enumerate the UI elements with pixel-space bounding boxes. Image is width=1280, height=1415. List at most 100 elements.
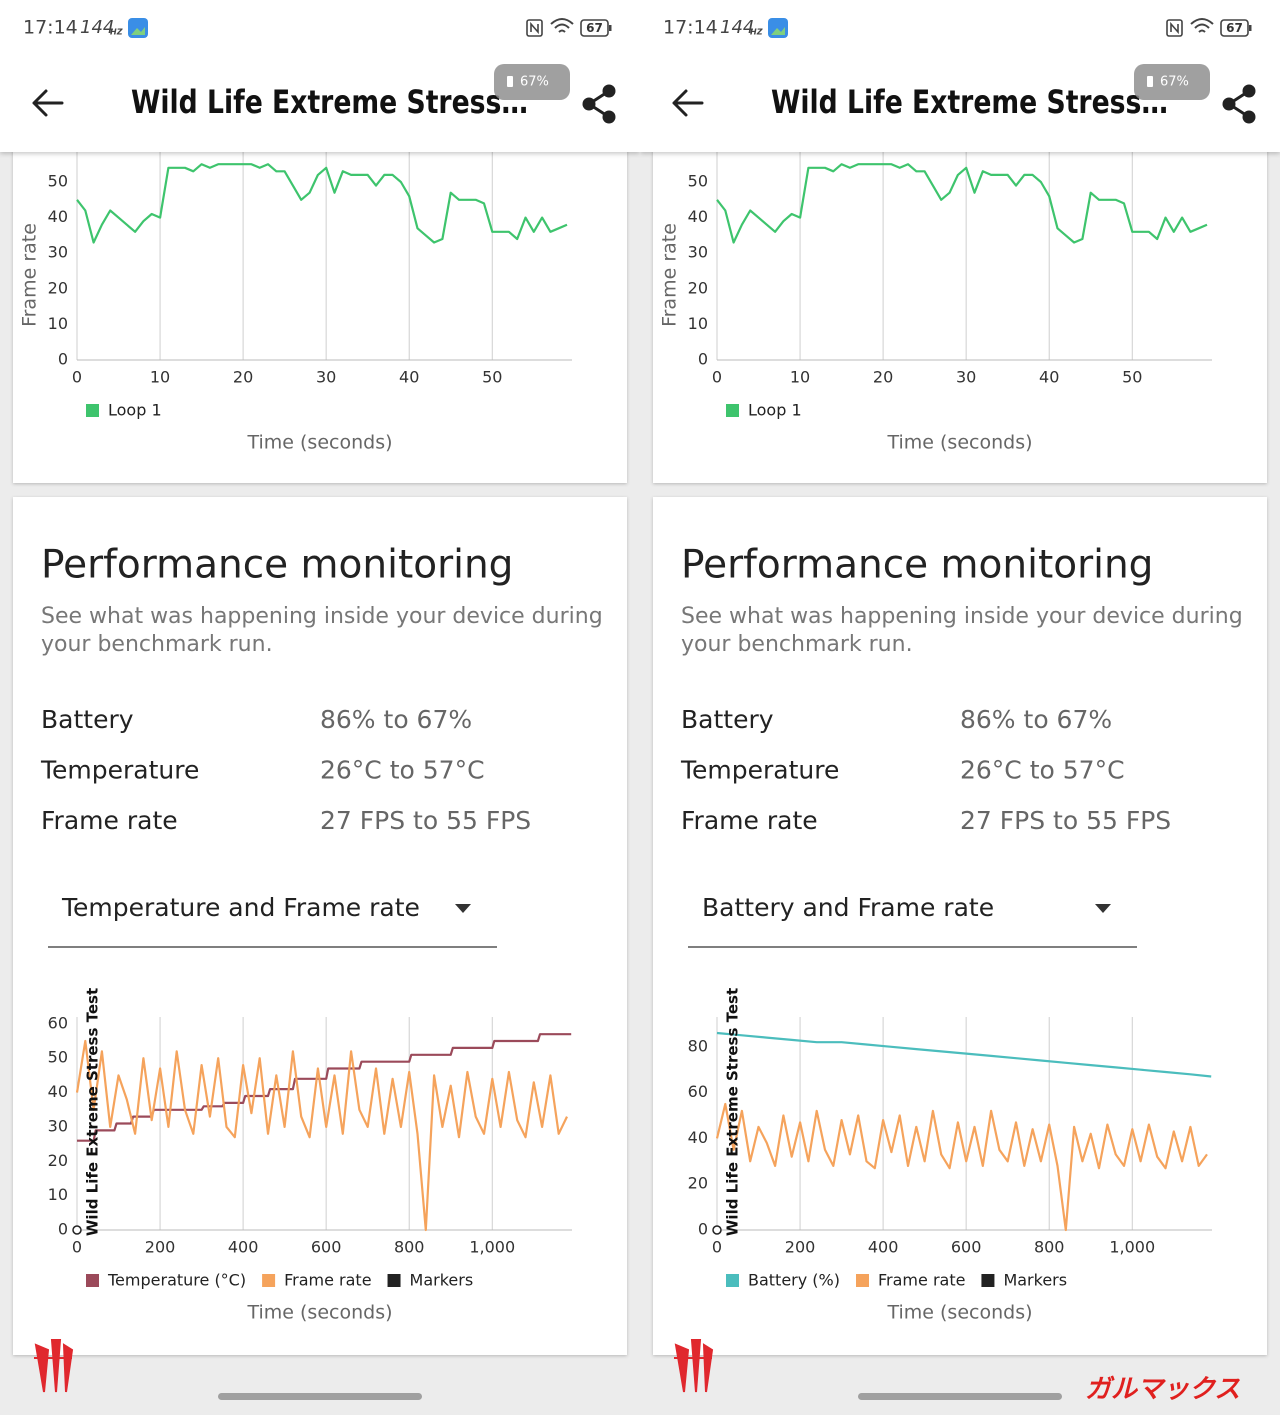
share-icon-dot: [1222, 97, 1236, 111]
legend-label: Frame rate: [878, 1271, 965, 1290]
card: [653, 130, 1267, 483]
refresh-unit: HZ: [110, 28, 123, 37]
card: [653, 497, 1267, 1355]
battery-level: 67: [586, 21, 603, 35]
toast: [1134, 64, 1210, 100]
y-tick-label: 30: [688, 243, 708, 262]
battery-level: 67: [1226, 21, 1243, 35]
stat-label: Temperature: [40, 756, 199, 785]
y-tick-label: 20: [688, 278, 708, 297]
series-line: [715, 1102, 1208, 1232]
back-button[interactable]: [32, 89, 64, 117]
legend-label: Markers: [410, 1271, 474, 1290]
y-tick-label: 0: [58, 350, 68, 369]
chart-dropdown[interactable]: Battery and Frame rate: [688, 893, 1137, 948]
stat-label: Battery: [41, 705, 134, 734]
battery-tip: [1249, 25, 1252, 31]
x-tick-label: 40: [399, 368, 419, 387]
stat-label: Frame rate: [681, 806, 818, 835]
toast: [494, 64, 570, 100]
legend-swatch: [262, 1274, 276, 1287]
stat-label: Temperature: [680, 756, 839, 785]
section-description: See what was happening inside your devic…: [41, 604, 603, 629]
series-line: [716, 1031, 1212, 1078]
battery-tip: [609, 25, 612, 31]
stat-value: 26°C to 57°C: [320, 756, 485, 785]
stat-label: Frame rate: [41, 806, 178, 835]
x-axis-label: Time (seconds): [246, 432, 392, 454]
legend-swatch: [981, 1274, 995, 1287]
dropdown-label: Battery and Frame rate: [702, 893, 994, 922]
section-description: See what was happening inside your devic…: [681, 604, 1243, 629]
x-tick-label: 30: [956, 368, 976, 387]
x-tick-label: 50: [482, 368, 502, 387]
notification-icon-detail: [771, 27, 785, 35]
site-logo: ガルマックス: [1085, 1375, 1240, 1405]
nfc-icon-detail: [1170, 21, 1179, 35]
series-line: [75, 1039, 568, 1232]
section-title: Performance monitoring: [681, 543, 1153, 588]
y-tick-label: 10: [688, 314, 708, 333]
toast-battery-icon: [507, 76, 513, 87]
brand-logo: [34, 1339, 74, 1393]
refresh-rate: 144: [720, 17, 754, 38]
x-tick-label: 1,000: [1109, 1238, 1155, 1257]
x-tick-label: 10: [790, 368, 810, 387]
home-indicator: [218, 1393, 422, 1400]
share-button[interactable]: [582, 84, 616, 124]
y-tick-label: 60: [48, 1013, 68, 1032]
status-time: 17:14: [663, 17, 718, 39]
legend-label: Battery (%): [748, 1271, 840, 1290]
dropdown-arrow: [1095, 904, 1111, 913]
x-tick-label: 20: [233, 368, 253, 387]
x-tick-label: 50: [1122, 368, 1142, 387]
legend-label: Markers: [1003, 1271, 1067, 1290]
y-tick-label: 20: [688, 1174, 708, 1193]
nfc-icon: [1166, 19, 1183, 37]
y-tick-label: 0: [58, 1220, 68, 1239]
x-tick-label: 600: [951, 1238, 982, 1257]
x-tick-label: 30: [316, 368, 336, 387]
origin-dot: [712, 1225, 722, 1235]
y-tick-label: 40: [688, 207, 708, 226]
y-tick-label: 40: [48, 1082, 68, 1101]
y-tick-label: 10: [48, 314, 68, 333]
x-tick-label: 0: [72, 368, 82, 387]
back-button[interactable]: [672, 89, 704, 117]
share-icon-dot: [602, 110, 616, 124]
section-description: your benchmark run.: [41, 632, 273, 657]
x-tick-label: 0: [712, 368, 722, 387]
series-line: [76, 163, 568, 244]
y-tick-label: 20: [48, 1151, 68, 1170]
x-tick-label: 800: [1034, 1238, 1065, 1257]
share-button[interactable]: [1222, 84, 1256, 124]
battery-icon: [1220, 19, 1249, 37]
app-title: Wild Life Extreme Stress…: [771, 83, 1168, 121]
y-tick-label: 30: [48, 243, 68, 262]
legend-label: Loop 1: [108, 401, 162, 420]
chart-dropdown[interactable]: Temperature and Frame rate: [48, 893, 497, 948]
legend-swatch: [387, 1274, 401, 1287]
stat-value: 27 FPS to 55 FPS: [960, 806, 1171, 835]
share-icon-dot: [1242, 84, 1256, 98]
stat-value: 27 FPS to 55 FPS: [320, 806, 531, 835]
nfc-icon: [526, 19, 543, 37]
x-tick-label: 0: [72, 1238, 82, 1257]
x-tick-label: 200: [145, 1238, 176, 1257]
wifi-icon: [550, 18, 574, 33]
legend-label: Frame rate: [284, 1271, 371, 1290]
legend-swatch: [86, 404, 99, 417]
phone-screen: 0 10 20 30 40 50 0 10 20 30 40 50 60 Frame rate Loop 1…: [0, 0, 640, 1400]
x-tick-label: 1,000: [469, 1238, 515, 1257]
toast-text: 67%: [520, 75, 549, 90]
x-axis-label: Time (seconds): [886, 432, 1032, 454]
refresh-rate: 144: [80, 17, 114, 38]
origin-dot: [72, 1225, 82, 1235]
x-tick-label: 400: [228, 1238, 259, 1257]
legend-swatch: [856, 1274, 869, 1287]
y-tick-label: 30: [48, 1116, 68, 1135]
y-tick-label: 60: [688, 1082, 708, 1101]
y-axis-label: Frame rate: [659, 223, 681, 327]
stat-label: Battery: [681, 705, 774, 734]
